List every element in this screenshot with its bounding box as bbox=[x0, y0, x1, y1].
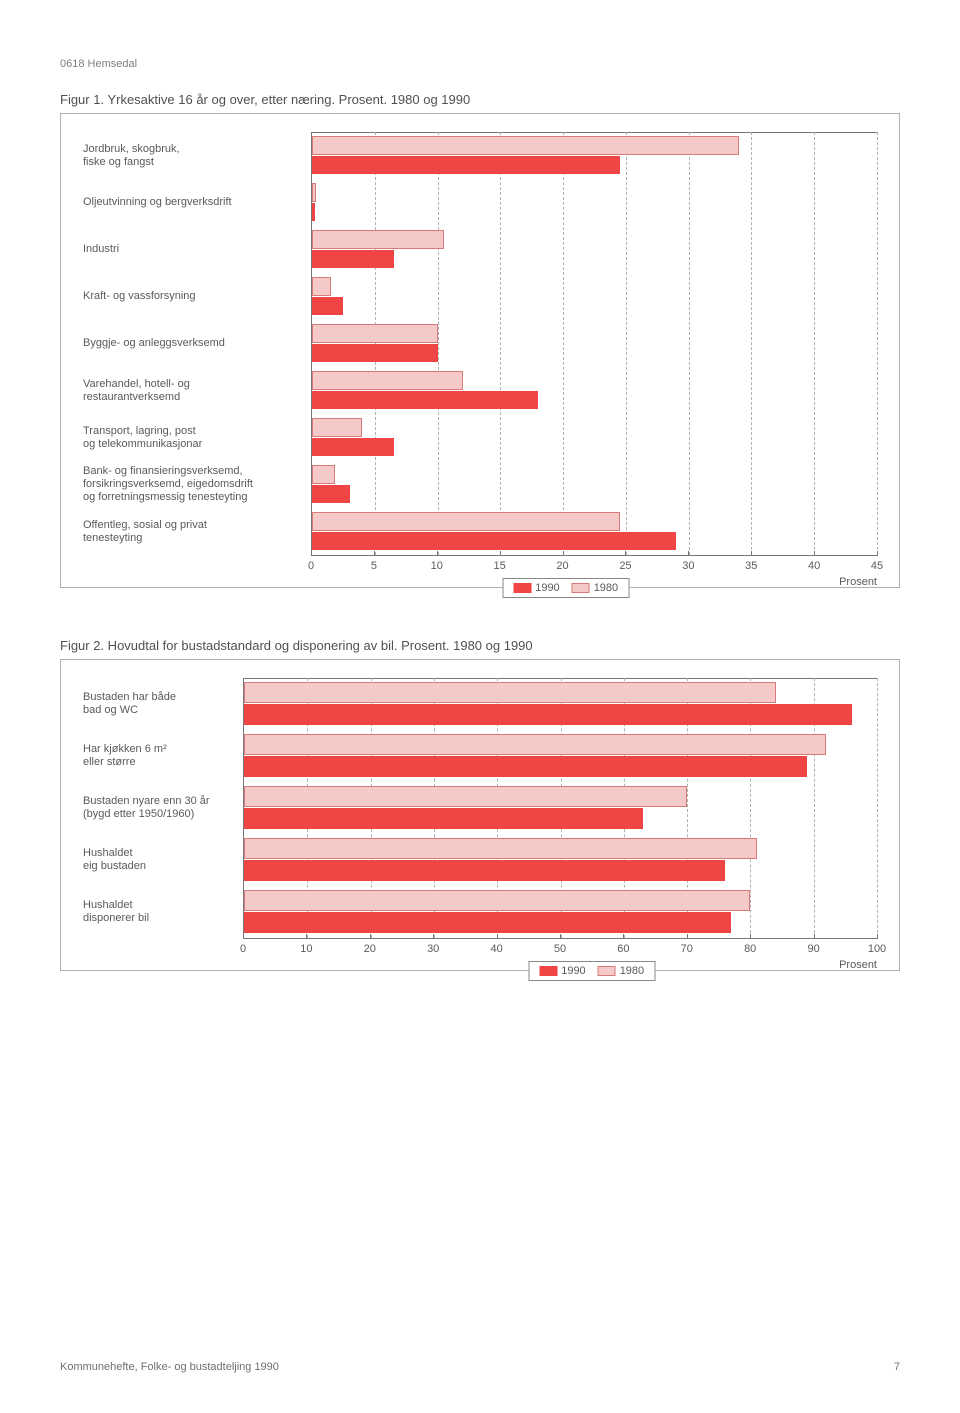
tick-label: 30 bbox=[682, 560, 694, 572]
category-label: Bank- og finansieringsverksemd,forsikrin… bbox=[83, 461, 311, 508]
legend-1990: 1990 bbox=[535, 582, 559, 594]
bar-1980 bbox=[244, 682, 776, 703]
chart-1: Jordbruk, skogbruk,fiske og fangstOljeut… bbox=[83, 132, 877, 555]
bar-1990 bbox=[312, 250, 394, 269]
doc-header: 0618 Hemsedal bbox=[60, 58, 900, 70]
category-label: Offentleg, sosial og privattenesteyting bbox=[83, 508, 311, 555]
figure-1-title: Figur 1. Yrkesaktive 16 år og over, ette… bbox=[60, 92, 900, 107]
bar-1990 bbox=[312, 344, 438, 363]
tick-label: 100 bbox=[868, 943, 886, 955]
legend-1990: 1990 bbox=[561, 965, 585, 977]
figure-2-title: Figur 2. Hovudtal for bustadstandard og … bbox=[60, 638, 900, 653]
bar-1980 bbox=[244, 890, 750, 911]
tick-label: 25 bbox=[619, 560, 631, 572]
bar-1990 bbox=[312, 438, 394, 457]
bar-1990 bbox=[312, 532, 676, 551]
x-axis-2: Prosent 1990 1980 0102030405060708090100 bbox=[243, 938, 877, 958]
tick-label: 40 bbox=[808, 560, 820, 572]
category-label: Hushaldeteig bustaden bbox=[83, 834, 243, 886]
category-label: Bustaden nyare enn 30 år(bygd etter 1950… bbox=[83, 782, 243, 834]
bar-1980 bbox=[244, 734, 826, 755]
page-number: 7 bbox=[894, 1361, 900, 1373]
tick-label: 20 bbox=[364, 943, 376, 955]
bar-1980 bbox=[244, 838, 757, 859]
bar-1980 bbox=[312, 277, 331, 296]
legend-1: 1990 1980 bbox=[502, 578, 629, 598]
bar-1990 bbox=[312, 203, 315, 222]
figure-1: Jordbruk, skogbruk,fiske og fangstOljeut… bbox=[60, 113, 900, 588]
category-label: Bustaden har bådebad og WC bbox=[83, 678, 243, 730]
category-label: Varehandel, hotell- ogrestaurantverksemd bbox=[83, 367, 311, 414]
bar-1990 bbox=[312, 297, 343, 316]
tick-label: 80 bbox=[744, 943, 756, 955]
category-label: Industri bbox=[83, 226, 311, 273]
bar-1990 bbox=[312, 391, 538, 410]
category-label: Byggje- og anleggsverksemd bbox=[83, 320, 311, 367]
bar-1990 bbox=[244, 704, 852, 725]
bar-1980 bbox=[312, 512, 620, 531]
figure-2: Bustaden har bådebad og WCHar kjøkken 6 … bbox=[60, 659, 900, 971]
tick-label: 45 bbox=[871, 560, 883, 572]
tick-label: 30 bbox=[427, 943, 439, 955]
tick-label: 50 bbox=[554, 943, 566, 955]
tick-label: 10 bbox=[431, 560, 443, 572]
category-label: Hushaldetdisponerer bil bbox=[83, 886, 243, 938]
legend-1980: 1980 bbox=[620, 965, 644, 977]
tick-label: 35 bbox=[745, 560, 757, 572]
footer-left: Kommunehefte, Folke- og bustadteljing 19… bbox=[60, 1361, 279, 1373]
tick-label: 60 bbox=[617, 943, 629, 955]
bar-1990 bbox=[244, 912, 731, 933]
tick-label: 0 bbox=[308, 560, 314, 572]
bar-1990 bbox=[244, 808, 643, 829]
bar-1980 bbox=[312, 465, 335, 484]
tick-label: 90 bbox=[807, 943, 819, 955]
tick-label: 10 bbox=[300, 943, 312, 955]
category-label: Oljeutvinning og bergverksdrift bbox=[83, 179, 311, 226]
axis-unit-1: Prosent bbox=[839, 576, 877, 588]
axis-unit-2: Prosent bbox=[839, 959, 877, 971]
bar-1980 bbox=[312, 418, 362, 437]
category-label: Har kjøkken 6 m²eller større bbox=[83, 730, 243, 782]
bar-1980 bbox=[312, 324, 438, 343]
tick-label: 20 bbox=[556, 560, 568, 572]
category-label: Jordbruk, skogbruk,fiske og fangst bbox=[83, 132, 311, 179]
tick-label: 0 bbox=[240, 943, 246, 955]
x-axis-1: Prosent 1990 1980 051015202530354045 bbox=[311, 555, 877, 575]
chart-2: Bustaden har bådebad og WCHar kjøkken 6 … bbox=[83, 678, 877, 938]
legend-2: 1990 1980 bbox=[528, 961, 655, 981]
bar-1990 bbox=[312, 485, 350, 504]
bar-1980 bbox=[312, 230, 444, 249]
bar-1980 bbox=[244, 786, 687, 807]
bar-1990 bbox=[244, 860, 725, 881]
tick-label: 5 bbox=[371, 560, 377, 572]
tick-label: 15 bbox=[494, 560, 506, 572]
category-label: Transport, lagring, postog telekommunika… bbox=[83, 414, 311, 461]
tick-label: 40 bbox=[490, 943, 502, 955]
bar-1990 bbox=[244, 756, 807, 777]
category-label: Kraft- og vassforsyning bbox=[83, 273, 311, 320]
tick-label: 70 bbox=[681, 943, 693, 955]
bar-1980 bbox=[312, 136, 739, 155]
bar-1980 bbox=[312, 371, 463, 390]
bar-1990 bbox=[312, 156, 620, 175]
legend-1980: 1980 bbox=[594, 582, 618, 594]
bar-1980 bbox=[312, 183, 316, 202]
